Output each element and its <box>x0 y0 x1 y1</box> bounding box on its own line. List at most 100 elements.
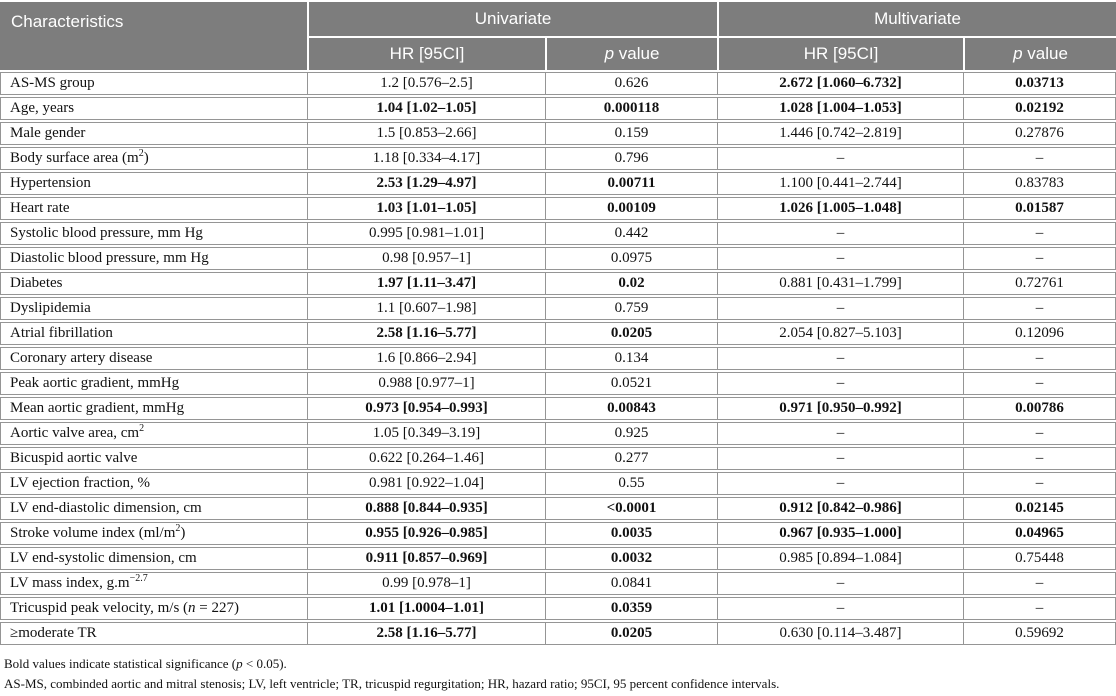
value-cell: 2.054 [0.827–5.103] <box>717 322 964 345</box>
value-cell: 0.159 <box>545 122 718 145</box>
value-cell: 0.75448 <box>963 547 1116 570</box>
value-cell: 0.83783 <box>963 172 1116 195</box>
table-row: Hypertension 2.53 [1.29–4.97] 0.00711 1.100… <box>0 172 1116 195</box>
value-cell: 0.955 [0.926–0.985] <box>307 522 545 545</box>
table-row: Peak aortic gradient, mmHg 0.988 [0.977–1… <box>0 372 1116 395</box>
characteristic-cell: Aortic valve area, cm2 <box>0 422 307 445</box>
value-cell: 0.00711 <box>545 172 718 195</box>
value-cell: – <box>963 447 1116 470</box>
table-row: Systolic blood pressure, mm Hg 0.995 [0.9… <box>0 222 1116 245</box>
value-cell: 0.626 <box>545 72 718 95</box>
results-table: Characteristics Univariate Multivariate … <box>0 2 1116 645</box>
value-cell: 0.72761 <box>963 272 1116 295</box>
header-sub-row: HR [95CI] p value HR [95CI] p value <box>0 38 1116 70</box>
value-cell: <0.0001 <box>545 497 718 520</box>
value-cell: 1.026 [1.005–1.048] <box>717 197 964 220</box>
value-cell: 0.442 <box>545 222 718 245</box>
value-cell: 0.995 [0.981–1.01] <box>307 222 545 245</box>
table-row: Age, years 1.04 [1.02–1.05] 0.000118 1.028 … <box>0 97 1116 120</box>
characteristic-cell: Hypertension <box>0 172 307 195</box>
table-row: LV end-systolic dimension, cm 0.911 [0.85… <box>0 547 1116 570</box>
value-cell: – <box>963 372 1116 395</box>
column-header-univariate-p: p value <box>545 38 718 70</box>
value-cell: 0.0205 <box>545 322 718 345</box>
value-cell: 1.5 [0.853–2.66] <box>307 122 545 145</box>
value-cell: 2.53 [1.29–4.97] <box>307 172 545 195</box>
value-cell: – <box>963 572 1116 595</box>
value-cell: 0.988 [0.977–1] <box>307 372 545 395</box>
value-cell: 0.971 [0.950–0.992] <box>717 397 964 420</box>
value-cell: 2.58 [1.16–5.77] <box>307 322 545 345</box>
header-group-row: Characteristics Univariate Multivariate <box>0 2 1116 70</box>
value-cell: – <box>717 147 964 170</box>
characteristic-cell: Stroke volume index (ml/m2) <box>0 522 307 545</box>
characteristic-cell: LV end-systolic dimension, cm <box>0 547 307 570</box>
value-cell: 0.0205 <box>545 622 718 645</box>
value-cell: 1.05 [0.349–3.19] <box>307 422 545 445</box>
characteristic-cell: AS-MS group <box>0 72 307 95</box>
value-cell: 1.1 [0.607–1.98] <box>307 297 545 320</box>
value-cell: – <box>963 247 1116 270</box>
table-row: Mean aortic gradient, mmHg 0.973 [0.954–0… <box>0 397 1116 420</box>
value-cell: 0.0035 <box>545 522 718 545</box>
table-row: Dyslipidemia 1.1 [0.607–1.98] 0.759– – <box>0 297 1116 320</box>
table-row: Male gender 1.5 [0.853–2.66] 0.159 1.446 [0… <box>0 122 1116 145</box>
value-cell: – <box>717 472 964 495</box>
value-cell: 1.100 [0.441–2.744] <box>717 172 964 195</box>
value-cell: 0.973 [0.954–0.993] <box>307 397 545 420</box>
value-cell: 0.888 [0.844–0.935] <box>307 497 545 520</box>
value-cell: 1.04 [1.02–1.05] <box>307 97 545 120</box>
table-row: Coronary artery disease 1.6 [0.866–2.94] 0… <box>0 347 1116 370</box>
footnote-abbreviations: AS-MS, combinded aortic and mitral steno… <box>4 675 780 691</box>
value-cell: 0.796 <box>545 147 718 170</box>
value-cell: 1.03 [1.01–1.05] <box>307 197 545 220</box>
value-cell: 0.759 <box>545 297 718 320</box>
characteristic-cell: Coronary artery disease <box>0 347 307 370</box>
value-cell: – <box>963 472 1116 495</box>
footnote-significance: Bold values indicate statistical signifi… <box>4 656 287 671</box>
column-header-multivariate-p: p value <box>963 38 1116 70</box>
table-row: Diabetes 1.97 [1.11–3.47] 0.02 0.881 [0.431… <box>0 272 1116 295</box>
characteristic-cell: ≥moderate TR <box>0 622 307 645</box>
column-header-characteristics: Characteristics <box>0 2 307 70</box>
column-header-multivariate-hr: HR [95CI] <box>717 38 964 70</box>
characteristic-cell: LV ejection fraction, % <box>0 472 307 495</box>
value-cell: – <box>717 572 964 595</box>
table-row: LV end-diastolic dimension, cm 0.888 [0.8… <box>0 497 1116 520</box>
value-cell: 0.00109 <box>545 197 718 220</box>
column-group-multivariate: Multivariate <box>717 2 1116 36</box>
value-cell: – <box>717 447 964 470</box>
characteristic-cell: Atrial fibrillation <box>0 322 307 345</box>
value-cell: 0.03713 <box>963 72 1116 95</box>
value-cell: 0.981 [0.922–1.04] <box>307 472 545 495</box>
value-cell: – <box>717 347 964 370</box>
table-row: LV mass index, g.m−2.7 0.99 [0.978–1] 0.08… <box>0 572 1116 595</box>
characteristic-cell: Diabetes <box>0 272 307 295</box>
table-row: Bicuspid aortic valve 0.622 [0.264–1.46] 0… <box>0 447 1116 470</box>
value-cell: 1.028 [1.004–1.053] <box>717 97 964 120</box>
value-cell: 0.622 [0.264–1.46] <box>307 447 545 470</box>
table-body: AS-MS group 1.2 [0.576–2.5] 0.626 2.672 [1.… <box>0 72 1116 645</box>
value-cell: – <box>963 222 1116 245</box>
value-cell: 1.2 [0.576–2.5] <box>307 72 545 95</box>
characteristic-cell: Peak aortic gradient, mmHg <box>0 372 307 395</box>
characteristic-cell: Bicuspid aortic valve <box>0 447 307 470</box>
table-header: Characteristics Univariate Multivariate … <box>0 2 1116 70</box>
value-cell: 0.98 [0.957–1] <box>307 247 545 270</box>
table-row: Body surface area (m2) 1.18 [0.334–4.17] 0… <box>0 147 1116 170</box>
characteristic-cell: Age, years <box>0 97 307 120</box>
value-cell: 1.97 [1.11–3.47] <box>307 272 545 295</box>
value-cell: 0.0975 <box>545 247 718 270</box>
table-row: Diastolic blood pressure, mm Hg 0.98 [0.9… <box>0 247 1116 270</box>
value-cell: 0.000118 <box>545 97 718 120</box>
table-row: Heart rate 1.03 [1.01–1.05] 0.00109 1.026 [… <box>0 197 1116 220</box>
characteristic-cell: Diastolic blood pressure, mm Hg <box>0 247 307 270</box>
table-row: Atrial fibrillation 2.58 [1.16–5.77] 0.020… <box>0 322 1116 345</box>
table-row: Tricuspid peak velocity, m/s (n = 227) 1.… <box>0 597 1116 620</box>
table-row: Stroke volume index (ml/m2) 0.955 [0.926–… <box>0 522 1116 545</box>
value-cell: 0.911 [0.857–0.969] <box>307 547 545 570</box>
value-cell: 0.01587 <box>963 197 1116 220</box>
value-cell: 1.18 [0.334–4.17] <box>307 147 545 170</box>
value-cell: – <box>717 422 964 445</box>
value-cell: 2.672 [1.060–6.732] <box>717 72 964 95</box>
